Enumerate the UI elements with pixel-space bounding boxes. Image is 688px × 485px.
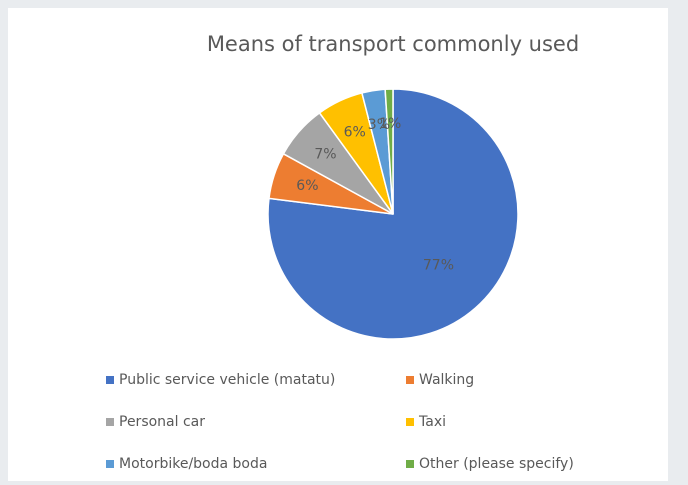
legend-swatch	[406, 376, 414, 384]
data-label: 6%	[344, 125, 366, 141]
data-label: 3%	[368, 117, 390, 133]
legend-swatch	[106, 418, 114, 426]
data-label: 1%	[379, 116, 401, 132]
legend-swatch	[106, 376, 114, 384]
legend-label: Public service vehicle (matatu)	[119, 372, 335, 388]
data-label: 6%	[296, 178, 318, 194]
data-label: 77%	[423, 258, 454, 274]
legend-swatch	[406, 418, 414, 426]
legend-label: Other (please specify)	[419, 456, 574, 472]
pie-slice	[384, 88, 394, 215]
legend-label: Personal car	[119, 414, 205, 430]
legend-swatch	[406, 460, 414, 468]
legend-label: Walking	[419, 372, 474, 388]
chart-title: Means of transport commonly used	[207, 32, 579, 56]
legend-label: Motorbike/boda boda	[119, 456, 267, 472]
data-label: 7%	[314, 146, 336, 162]
legend-swatch	[106, 460, 114, 468]
legend-label: Taxi	[418, 414, 446, 430]
